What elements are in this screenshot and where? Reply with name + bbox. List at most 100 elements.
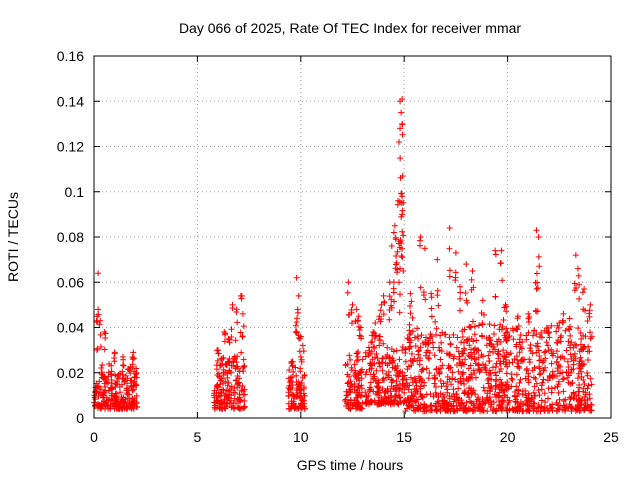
- data-point: [580, 345, 587, 352]
- data-point: [497, 376, 504, 383]
- data-point: [344, 400, 351, 407]
- data-point: [441, 331, 448, 338]
- data-point: [531, 400, 538, 407]
- data-point: [218, 362, 225, 369]
- data-point: [237, 329, 244, 336]
- data-point: [540, 376, 547, 383]
- data-point: [493, 372, 500, 379]
- data-point: [97, 343, 104, 350]
- data-point: [553, 348, 560, 355]
- data-point: [504, 394, 511, 401]
- data-point: [541, 327, 548, 334]
- data-point: [493, 394, 500, 401]
- data-point: [573, 342, 580, 349]
- data-point: [458, 399, 465, 406]
- data-point: [509, 376, 516, 383]
- data-point: [383, 353, 390, 360]
- data-point: [381, 389, 388, 396]
- data-point: [497, 339, 504, 346]
- data-point: [534, 285, 541, 292]
- data-point: [417, 284, 424, 291]
- data-point: [587, 335, 594, 342]
- data-point: [422, 296, 429, 303]
- data-point: [478, 351, 485, 358]
- data-point: [553, 328, 560, 335]
- data-point: [351, 399, 358, 406]
- data-point: [407, 357, 414, 364]
- data-point: [407, 337, 414, 344]
- data-point: [464, 299, 471, 306]
- data-point: [97, 404, 104, 411]
- data-point: [433, 325, 440, 332]
- data-point: [432, 318, 439, 325]
- data-point: [298, 401, 305, 408]
- data-point: [586, 307, 593, 314]
- data-point: [554, 365, 561, 372]
- data-point: [432, 331, 439, 338]
- data-point: [574, 402, 581, 409]
- data-point: [504, 328, 511, 335]
- data-point: [240, 323, 247, 330]
- data-point: [466, 353, 473, 360]
- data-point: [392, 363, 399, 370]
- data-point: [375, 359, 382, 366]
- data-point: [299, 402, 306, 409]
- data-point: [463, 261, 470, 268]
- data-point: [423, 334, 430, 341]
- data-point: [475, 322, 482, 329]
- data-point: [362, 349, 369, 356]
- data-point: [576, 295, 583, 302]
- data-point: [351, 361, 358, 368]
- data-point: [500, 317, 507, 324]
- data-point: [296, 335, 303, 342]
- data-point: [417, 234, 424, 240]
- data-point: [547, 373, 554, 380]
- data-point: [416, 355, 423, 362]
- data-point: [219, 386, 226, 393]
- data-point: [298, 390, 305, 397]
- data-point: [397, 291, 404, 298]
- data-point: [448, 393, 455, 400]
- data-point: [527, 342, 534, 349]
- data-point: [407, 374, 414, 381]
- data-point: [581, 380, 588, 387]
- data-point: [566, 326, 573, 333]
- data-point: [468, 371, 475, 378]
- data-point: [433, 366, 440, 373]
- data-point: [428, 402, 435, 409]
- data-point: [286, 382, 293, 389]
- data-point: [459, 359, 466, 366]
- data-point: [532, 307, 539, 314]
- data-point: [554, 383, 561, 390]
- data-point: [555, 389, 562, 396]
- data-point: [417, 242, 424, 249]
- data-point: [354, 318, 361, 325]
- data-point: [227, 397, 234, 404]
- data-point: [436, 344, 443, 351]
- data-point: [453, 362, 460, 369]
- data-point: [356, 332, 363, 339]
- data-point: [396, 395, 403, 402]
- data-point: [92, 389, 99, 396]
- data-point: [473, 374, 480, 381]
- data-point: [120, 376, 127, 383]
- data-point: [416, 237, 423, 244]
- data-point: [576, 397, 583, 404]
- data-point: [399, 347, 406, 354]
- data-point: [231, 395, 238, 402]
- data-point: [394, 248, 401, 255]
- data-points: [91, 95, 595, 415]
- data-point: [416, 373, 423, 380]
- data-point: [113, 390, 120, 397]
- data-point: [436, 347, 443, 354]
- data-point: [488, 376, 495, 383]
- data-point: [487, 388, 494, 395]
- data-point: [517, 376, 524, 383]
- data-point: [129, 396, 136, 403]
- data-point: [347, 356, 354, 363]
- data-point: [437, 356, 444, 363]
- data-point: [107, 403, 114, 410]
- data-point: [379, 359, 386, 366]
- data-point: [234, 353, 241, 360]
